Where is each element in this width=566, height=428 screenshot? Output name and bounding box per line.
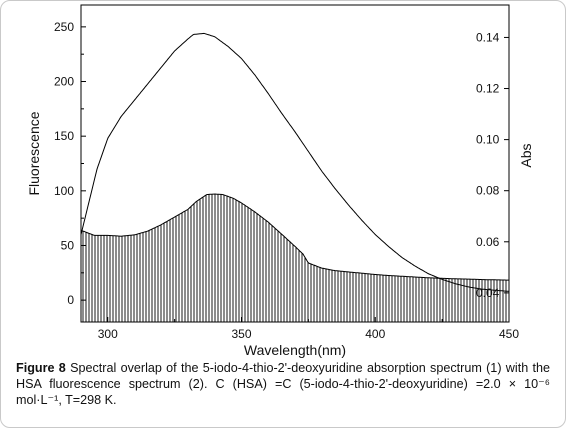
caption-text: Spectral overlap of the 5-iodo-4-thio-2'… [16, 361, 550, 407]
y-left-tick-label: 250 [54, 20, 74, 34]
x-tick-label: 450 [499, 327, 519, 341]
absorption-top-edge [80, 193, 509, 281]
y-right-tick-label: 0.06 [476, 235, 500, 249]
x-tick-label: 350 [231, 327, 251, 341]
y-left-tick-label: 100 [54, 184, 74, 198]
y-right-tick-label: 0.14 [476, 30, 500, 44]
plot-area-border [80, 4, 510, 323]
spectral-overlap-chart: 300 350 400 450 0 50 100 150 200 250 0.04 0.06 0.08 0… [26, 4, 534, 358]
y-right-tick-label: 0.08 [476, 184, 500, 198]
y-left-tick-label: 200 [54, 75, 74, 89]
caption-label: Figure 8 [16, 361, 66, 375]
x-tick-label: 400 [365, 327, 385, 341]
y-right-tick-label: 0.12 [476, 82, 500, 96]
y-left-tick-label: 50 [61, 238, 75, 252]
y-right-tick-label: 0.10 [476, 133, 500, 147]
left-y-axis-title: Fluorescence [26, 111, 42, 195]
x-tick-label: 300 [98, 327, 118, 341]
y-right-tick-label: 0.04 [476, 286, 500, 300]
absorption-spectrum-hatched-area [80, 193, 509, 322]
y-left-tick-label: 0 [67, 293, 74, 307]
y-left-tick-label: 150 [54, 129, 74, 143]
figure-caption: Figure 8 Spectral overlap of the 5-iodo-… [16, 360, 550, 408]
axis-ticks: 300 350 400 450 0 50 100 150 200 250 0.04 0.06 0.08 0… [54, 20, 519, 341]
x-axis-title: Wavelength(nm) [244, 342, 346, 358]
fluorescence-spectrum-line [80, 32, 510, 292]
right-y-axis-title: Abs [518, 143, 534, 167]
